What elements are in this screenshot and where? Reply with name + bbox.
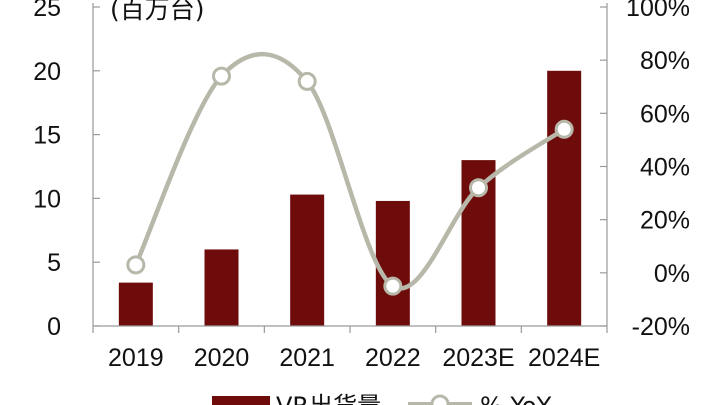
right-tick-label-60%: 60% [640,100,690,128]
left-tick-label-20: 20 [33,58,61,86]
right-tick-label-0%: 0% [654,260,690,288]
bar-2022 [375,200,410,326]
yoy-point-2019 [126,255,146,275]
yoy-point-2024E [554,119,574,139]
axes-group [92,3,608,333]
legend: VR出货量 % YoY [212,392,552,405]
yoy-point-2021 [297,71,317,91]
yoy-point-2023E [469,178,488,198]
right-tick-label-100%: 100% [626,0,690,22]
left-tick-label-15: 15 [33,122,61,150]
right-tick-labels: -20% 0% 20% 40% 60% 80% 100% [626,0,690,341]
bar-2019 [118,282,153,326]
bar-2024E [547,70,582,326]
x-tick-label-2022: 2022 [365,344,421,372]
legend-line-marker [430,394,450,405]
legend-bar-swatch [212,396,270,405]
right-tick-label--20%: -20% [632,313,690,341]
legend-bar-label: VR出货量 [276,392,381,405]
bar-2021 [290,194,325,326]
x-tick-labels: 2019 2020 2021 2022 2023E 2024E [108,344,600,372]
left-tick-label-10: 10 [33,185,61,213]
yoy-line-group [126,51,574,296]
x-tick-label-2021: 2021 [279,344,335,372]
right-tick-label-40%: 40% [640,154,690,182]
right-tick-label-80%: 80% [640,47,690,75]
yoy-point-2020 [212,66,231,86]
left-tick-label-5: 5 [47,249,61,277]
yoy-line [133,51,567,291]
left-tick-label-0: 0 [47,313,61,341]
unit-label: (百万台) [110,0,205,24]
x-tick-label-2023E: 2023E [442,344,514,372]
x-tick-label-2024E: 2024E [528,344,600,372]
x-tick-label-2020: 2020 [194,344,250,372]
legend-line-label: % YoY [480,392,552,405]
bar-series-group [118,70,582,326]
bar-2020 [204,249,239,326]
left-tick-label-25: 25 [33,0,61,22]
right-tick-label-20%: 20% [640,207,690,235]
x-tick-label-2019: 2019 [108,344,164,372]
left-tick-labels: 0 5 10 15 20 25 [33,0,61,341]
yoy-point-2022 [383,276,403,296]
